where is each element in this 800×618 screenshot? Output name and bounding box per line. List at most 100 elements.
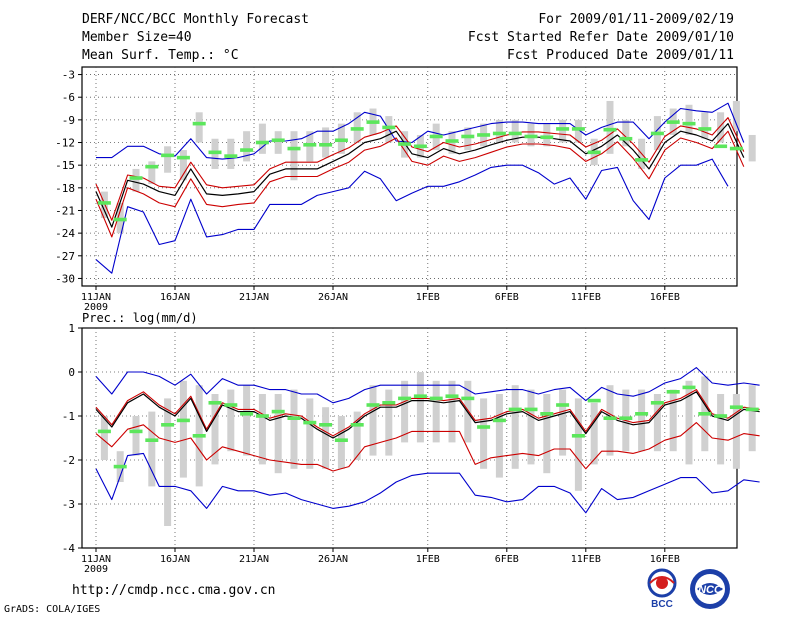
precipitation-member-box bbox=[243, 385, 251, 456]
precipitation-reference-marker bbox=[287, 416, 301, 420]
temperature-reference-marker bbox=[255, 140, 269, 145]
temperature-reference-marker bbox=[666, 120, 680, 124]
temperature-minimum-line bbox=[95, 158, 729, 274]
precipitation-member-box bbox=[306, 398, 314, 469]
precipitation-reference-marker bbox=[445, 394, 459, 398]
temperature-reference-marker bbox=[287, 146, 301, 151]
temperature-ytick-label: -24 bbox=[55, 227, 75, 240]
temperature-reference-marker bbox=[682, 121, 696, 126]
precipitation-reference-marker bbox=[145, 438, 159, 442]
temperature-member-box bbox=[622, 119, 630, 147]
precipitation-member-box bbox=[638, 389, 646, 452]
temperature-reference-marker bbox=[635, 158, 649, 162]
temperature-reference-marker bbox=[161, 153, 175, 158]
precipitation-reference-marker bbox=[666, 390, 680, 394]
precipitation-member-box bbox=[227, 389, 235, 452]
temperature-xtick-label: 6FEB bbox=[495, 292, 519, 303]
precipitation-member-box bbox=[653, 394, 661, 452]
precipitation-reference-marker bbox=[714, 414, 728, 418]
precipitation-reference-marker bbox=[334, 438, 348, 442]
temperature-member-box bbox=[574, 119, 582, 143]
precipitation-maximum-line bbox=[95, 367, 760, 404]
precipitation-reference-marker bbox=[745, 407, 759, 412]
bcc-logo-text: BCC bbox=[651, 599, 673, 609]
precipitation-reference-marker bbox=[477, 425, 491, 429]
temperature-reference-marker bbox=[129, 176, 143, 180]
temperature-member-box bbox=[100, 191, 108, 219]
precipitation-member-box bbox=[495, 394, 503, 478]
temperature-ytick-label: -9 bbox=[62, 114, 75, 127]
source-url[interactable]: http://cmdp.ncc.cma.gov.cn bbox=[72, 583, 276, 598]
precipitation-member-box bbox=[590, 402, 598, 465]
temperature-member-box bbox=[274, 131, 282, 154]
precipitation-member-box bbox=[369, 385, 377, 456]
precipitation-member-box bbox=[543, 394, 551, 474]
temperature-reference-marker bbox=[334, 138, 348, 143]
precipitation-member-box bbox=[148, 411, 156, 487]
grads-credit: GrADS: COLA/IGES bbox=[4, 604, 101, 615]
temperature-member-box bbox=[322, 127, 330, 158]
precipitation-reference-marker bbox=[192, 434, 206, 438]
precipitation-reference-marker bbox=[240, 412, 254, 416]
precipitation-member-box bbox=[164, 398, 172, 526]
precipitation-reference-marker bbox=[429, 396, 443, 401]
temperature-member-box bbox=[701, 112, 709, 139]
temperature-member-box bbox=[179, 150, 187, 181]
forecast-period: For 2009/01/11-2009/02/19 bbox=[538, 12, 734, 27]
temperature-reference-marker bbox=[176, 155, 190, 160]
precipitation-reference-marker bbox=[271, 409, 285, 414]
temperature-reference-marker bbox=[350, 127, 364, 131]
temperature-reference-marker bbox=[729, 146, 743, 151]
temperature-reference-marker bbox=[698, 127, 712, 131]
member-size: Member Size=40 bbox=[82, 30, 192, 45]
precipitation-reference-marker bbox=[540, 412, 554, 416]
temperature-reference-marker bbox=[319, 142, 333, 147]
temperature-reference-marker bbox=[650, 131, 664, 136]
precipitation-member-box bbox=[480, 398, 488, 469]
temperature-reference-marker bbox=[208, 150, 222, 155]
temperature-member-box bbox=[195, 112, 203, 143]
precipitation-reference-marker bbox=[382, 401, 396, 405]
precipitation-member-box bbox=[574, 398, 582, 491]
temperature-reference-marker bbox=[571, 127, 585, 131]
precipitation-reference-marker bbox=[366, 403, 380, 407]
precipitation-member-box bbox=[290, 389, 298, 469]
precipitation-xtick-label: 11FEB bbox=[571, 554, 601, 565]
temperature-plot-frame bbox=[81, 66, 738, 287]
temperature-xtick-year: 2009 bbox=[84, 302, 108, 313]
temperature-reference-marker bbox=[619, 136, 633, 141]
temperature-member-box bbox=[717, 112, 725, 143]
temperature-member-box bbox=[148, 161, 156, 185]
temperature-reference-marker bbox=[398, 142, 412, 146]
precipitation-member-box bbox=[511, 385, 519, 469]
precipitation-reference-marker bbox=[492, 418, 506, 423]
precipitation-ytick-label: -2 bbox=[62, 454, 75, 467]
temperature-member-box bbox=[685, 104, 693, 135]
temperature-reference-marker bbox=[603, 127, 617, 132]
temperature-ytick-label: -18 bbox=[55, 182, 75, 195]
temperature-reference-marker bbox=[97, 201, 111, 205]
temperature-reference-marker bbox=[714, 144, 728, 149]
precipitation-reference-marker bbox=[224, 403, 238, 407]
precipitation-ytick-label: -4 bbox=[62, 542, 76, 555]
temperature-xtick-label: 11FEB bbox=[571, 292, 601, 303]
temperature-ytick-label: -3 bbox=[62, 69, 75, 82]
temperature-reference-marker bbox=[587, 150, 601, 155]
temperature-xtick-label: 16JAN bbox=[160, 292, 190, 303]
temperature-reference-marker bbox=[413, 144, 427, 149]
precipitation-reference-marker bbox=[587, 398, 601, 403]
precipitation-member-box bbox=[669, 389, 677, 452]
temperature-reference-marker bbox=[224, 154, 238, 158]
temperature-reference-marker bbox=[303, 142, 317, 147]
temperature-upper-band-line bbox=[95, 117, 745, 221]
precipitation-reference-marker bbox=[650, 401, 664, 405]
temperature-reference-marker bbox=[477, 133, 491, 137]
precipitation-reference-marker bbox=[635, 412, 649, 416]
precipitation-reference-marker bbox=[556, 403, 570, 407]
precipitation-member-box bbox=[559, 389, 567, 456]
precipitation-ytick-label: 1 bbox=[68, 322, 75, 335]
precipitation-ytick-label: -1 bbox=[62, 410, 75, 423]
precipitation-member-box bbox=[448, 380, 456, 443]
